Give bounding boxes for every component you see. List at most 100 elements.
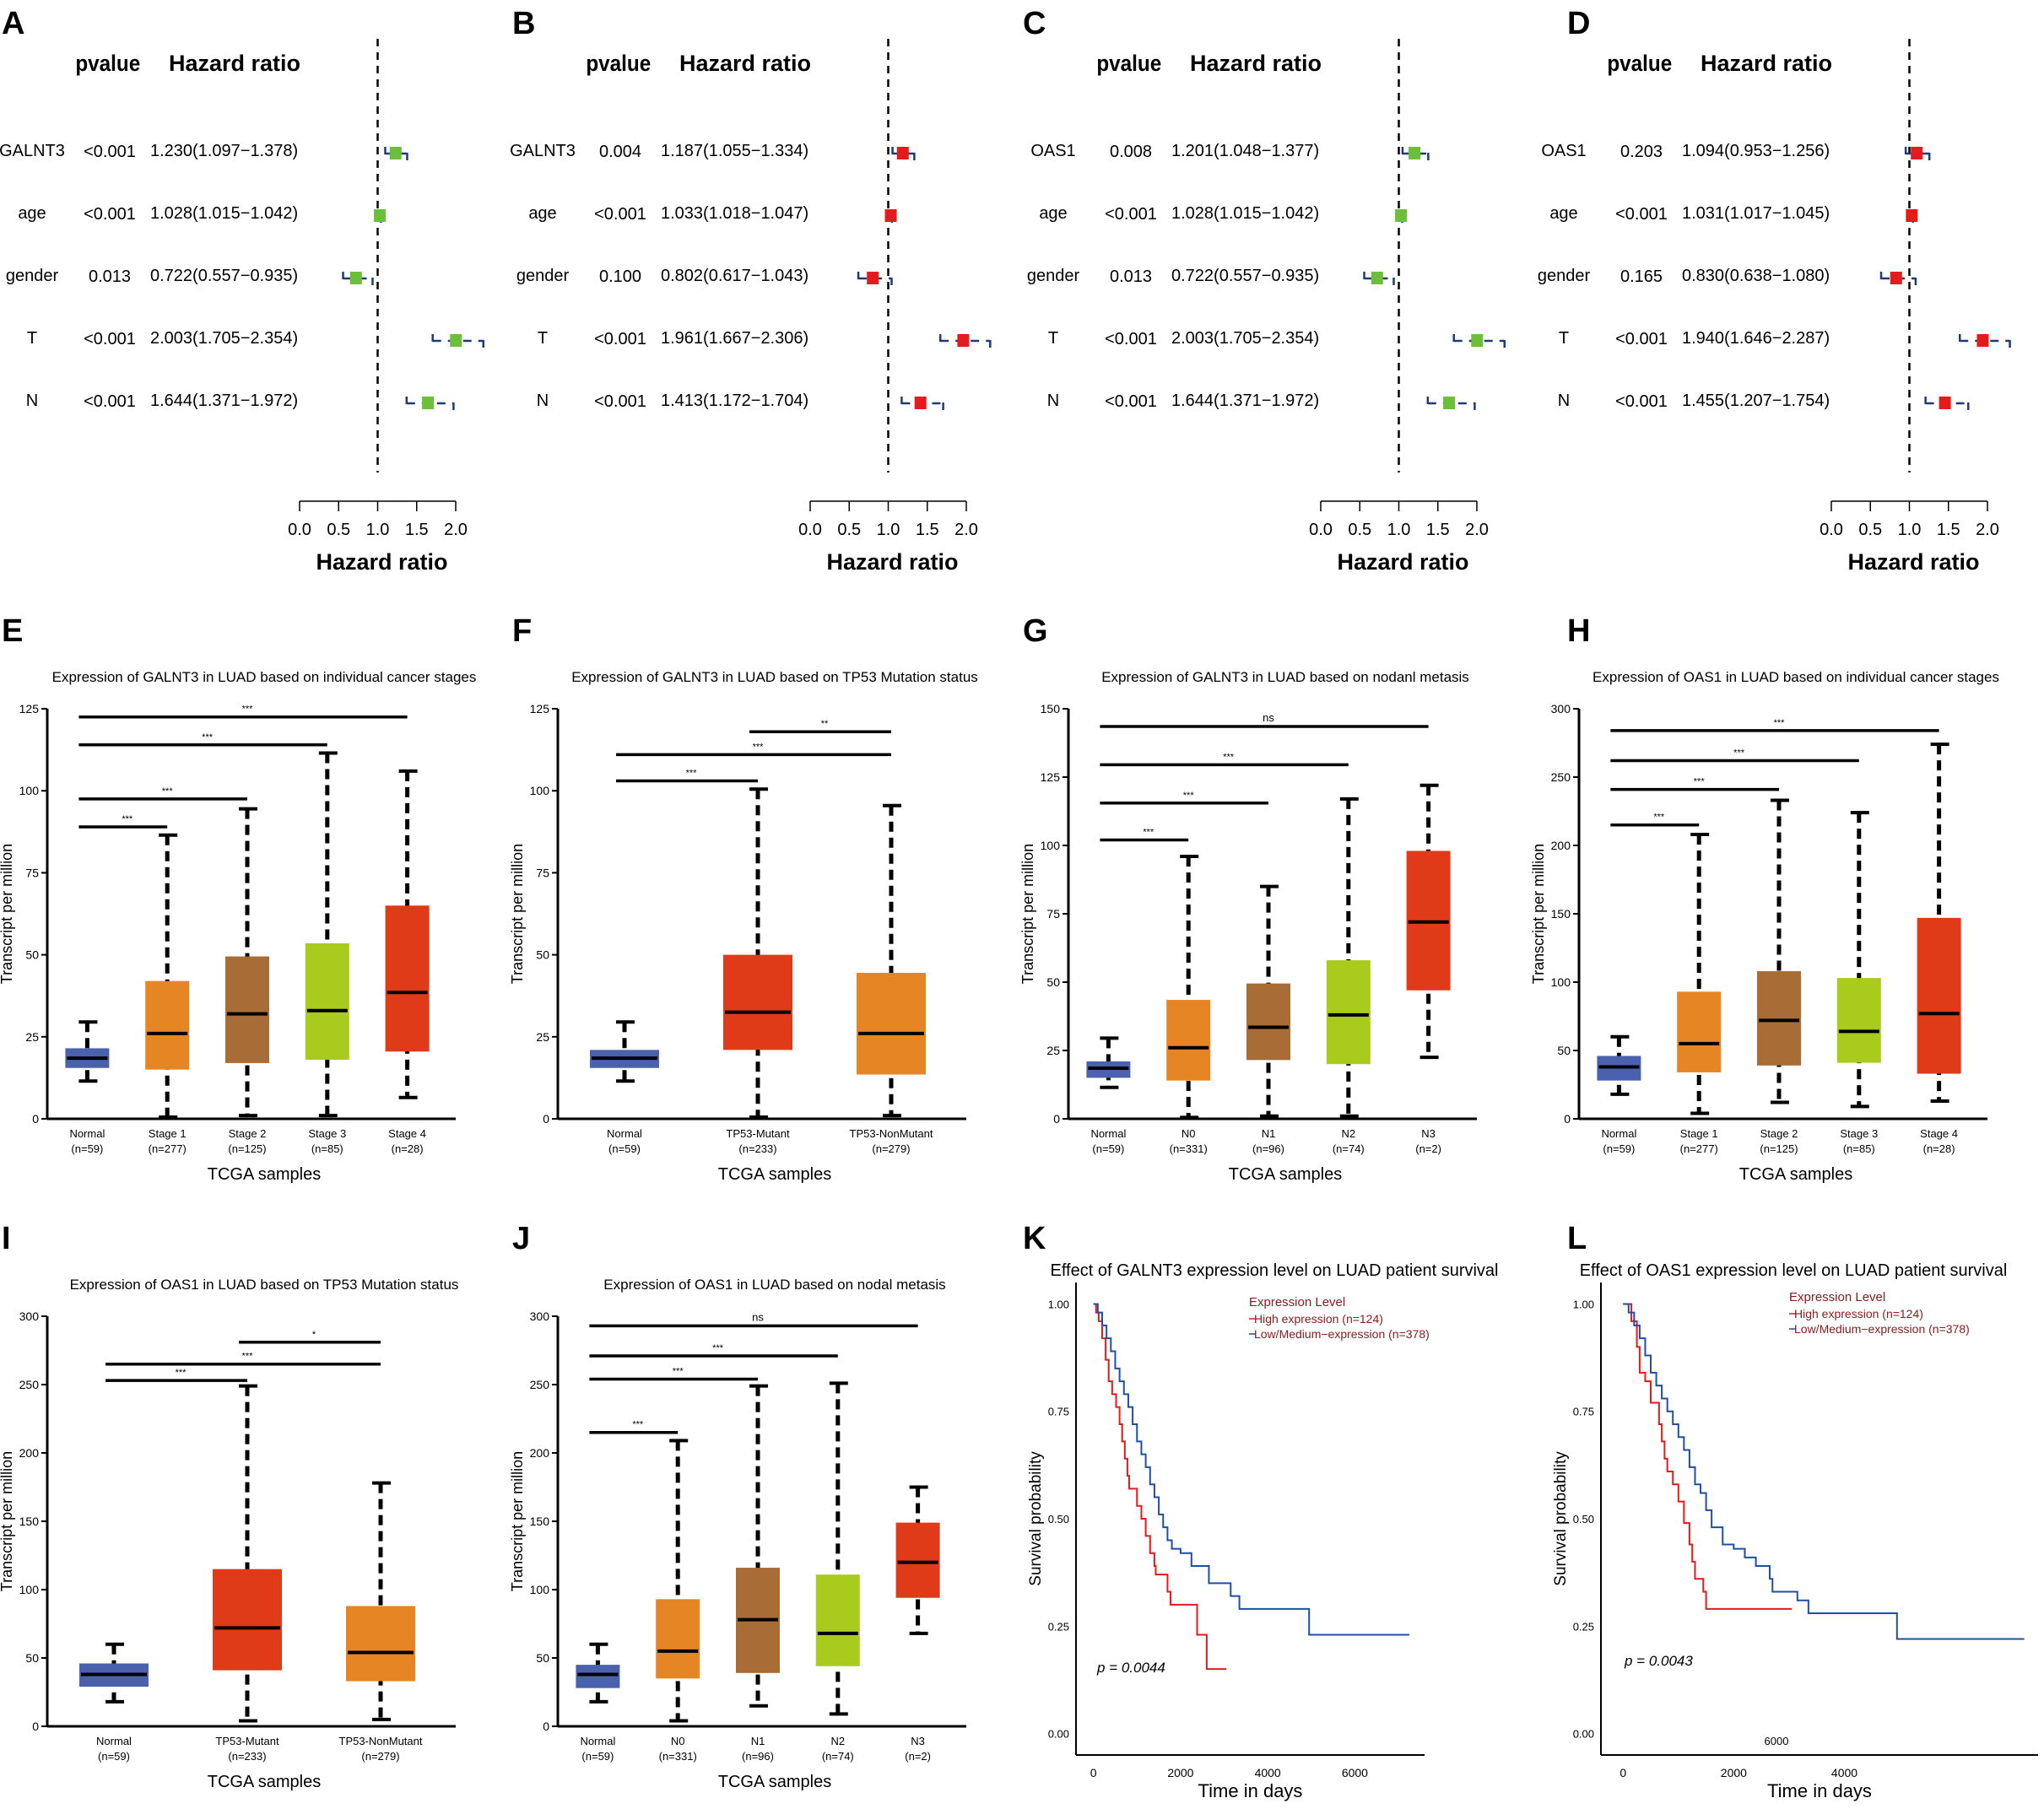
hazard-ratio-marker bbox=[1443, 397, 1456, 409]
y-tick-label: 100 bbox=[19, 784, 40, 797]
y-tick-label: 50 bbox=[536, 948, 549, 962]
panel-letter: F bbox=[512, 613, 532, 649]
panel-i: I Expression of OAS1 in LUAD based on TP5… bbox=[0, 1215, 511, 1805]
x-axis-title: TCGA samples bbox=[1229, 1165, 1342, 1184]
panel-letter: I bbox=[2, 1221, 11, 1256]
y-tick-label: 1.00 bbox=[1573, 1298, 1594, 1310]
significance-label: *** bbox=[202, 732, 214, 742]
x-tick-label: 1.0 bbox=[877, 521, 900, 539]
variable-label: GALNT3 bbox=[511, 142, 576, 160]
x-tick-label: 2.0 bbox=[954, 521, 978, 539]
legend-entry: High expression (n=124) bbox=[1794, 1307, 1923, 1320]
x-tick-label: N0 bbox=[1182, 1127, 1196, 1140]
group-count: (n=74) bbox=[822, 1750, 854, 1763]
variable-label: OAS1 bbox=[1541, 142, 1586, 160]
variable-label: age bbox=[528, 204, 556, 223]
x-axis-title: TCGA samples bbox=[1739, 1165, 1852, 1184]
x-tick-label: 0.5 bbox=[1858, 521, 1882, 539]
hazard-ratio-marker bbox=[389, 147, 402, 159]
box-stage-3 bbox=[305, 942, 349, 1061]
x-tick-label: Stage 2 bbox=[229, 1127, 267, 1140]
group-count: (n=28) bbox=[1923, 1142, 1955, 1155]
hazard-ratio-cell: 1.413(1.172−1.704) bbox=[661, 392, 808, 410]
panel-letter: B bbox=[512, 6, 535, 41]
hazard-ratio-marker bbox=[1976, 334, 1989, 347]
box-stage-4 bbox=[385, 905, 430, 1052]
box-n2 bbox=[815, 1574, 860, 1666]
group-count: (n=2) bbox=[905, 1750, 931, 1763]
box-stage-2 bbox=[225, 956, 269, 1063]
y-tick-label: 25 bbox=[536, 1030, 549, 1044]
chart-f: F Expression of GALNT3 in LUAD based on T… bbox=[509, 613, 978, 1184]
variable-label: T bbox=[27, 329, 37, 348]
y-tick-label: 50 bbox=[25, 948, 39, 962]
chart-j: J Expression of OAS1 in LUAD based on nod… bbox=[509, 1221, 966, 1791]
variable-label: T bbox=[1048, 329, 1058, 348]
chart-g: G Expression of GALNT3 in LUAD based on n… bbox=[1019, 613, 1477, 1184]
x-tick-label: TP53-NonMutant bbox=[850, 1127, 933, 1140]
survival-curve-low bbox=[1623, 1303, 2025, 1640]
hazard-ratio-cell: 0.722(0.557−0.935) bbox=[150, 267, 298, 285]
y-tick-label: 0.75 bbox=[1048, 1406, 1069, 1418]
pvalue-cell: <0.001 bbox=[84, 143, 136, 161]
variable-label: age bbox=[18, 204, 46, 223]
chart-title: Expression of OAS1 in LUAD based on indi… bbox=[1592, 669, 1999, 685]
hazard-ratio-marker bbox=[884, 209, 897, 222]
chart-title: Expression of GALNT3 in LUAD based on no… bbox=[1101, 669, 1469, 685]
hazard-ratio-cell: 1.455(1.207−1.754) bbox=[1682, 392, 1830, 410]
hazard-ratio-marker bbox=[867, 272, 879, 284]
x-tick-label: Normal bbox=[1090, 1127, 1126, 1140]
x-tick-label: Stage 1 bbox=[149, 1127, 187, 1140]
panel-f: F Expression of GALNT3 in LUAD based on T… bbox=[509, 608, 1021, 1215]
y-tick-label: 50 bbox=[1046, 975, 1060, 989]
significance-label: *** bbox=[1183, 791, 1195, 801]
y-tick-label: 0 bbox=[543, 1720, 549, 1733]
pvalue-cell: <0.001 bbox=[84, 392, 136, 411]
group-count: (n=59) bbox=[1092, 1142, 1124, 1155]
chart-title: Expression of OAS1 in LUAD based on TP53… bbox=[70, 1277, 459, 1293]
x-tick-label: 2.0 bbox=[1465, 521, 1489, 539]
y-tick-label: 0 bbox=[32, 1112, 39, 1126]
y-tick-label: 100 bbox=[19, 1583, 40, 1596]
hazard-ratio-cell: 1.028(1.015−1.042) bbox=[1171, 204, 1319, 223]
y-tick-label: 0 bbox=[32, 1720, 39, 1733]
pvalue-cell: 0.008 bbox=[1110, 143, 1152, 161]
hazard-ratio-marker bbox=[914, 397, 927, 409]
y-tick-label: 250 bbox=[19, 1378, 40, 1391]
panel-letter: K bbox=[1023, 1221, 1046, 1256]
x-tick-label: 1.0 bbox=[1387, 521, 1411, 539]
box-tp53-mutant bbox=[213, 1569, 282, 1671]
chart-title: Expression of GALNT3 in LUAD based on TP… bbox=[571, 669, 978, 685]
group-count: (n=96) bbox=[1252, 1142, 1284, 1155]
panel-h: H Expression of OAS1 in LUAD based on ind… bbox=[1530, 608, 2042, 1215]
panel-letter: J bbox=[512, 1221, 530, 1256]
x-tick-label: 2.0 bbox=[1976, 521, 1999, 539]
y-tick-label: 150 bbox=[19, 1515, 40, 1528]
x-tick-label: 0.0 bbox=[1820, 521, 1843, 539]
y-tick-label: 0 bbox=[543, 1112, 549, 1126]
variable-label: N bbox=[537, 392, 549, 410]
group-count: (n=125) bbox=[1760, 1142, 1798, 1155]
hazard-ratio-cell: 1.028(1.015−1.042) bbox=[150, 204, 298, 223]
significance-label: *** bbox=[122, 814, 133, 824]
hazard-ratio-cell: 0.802(0.617−1.043) bbox=[661, 267, 808, 285]
x-tick-label: 2000 bbox=[1721, 1766, 1747, 1779]
x-tick-label: Stage 2 bbox=[1760, 1127, 1798, 1140]
x-axis-title: Time in days bbox=[1198, 1780, 1303, 1801]
pvalue-cell: 0.100 bbox=[599, 267, 641, 286]
x-tick-label: N0 bbox=[671, 1735, 685, 1747]
y-tick-label: 0.00 bbox=[1048, 1728, 1069, 1741]
x-axis-title: Hazard ratio bbox=[1847, 549, 1979, 575]
group-count: (n=279) bbox=[361, 1750, 399, 1763]
box-stage-1 bbox=[1677, 991, 1722, 1072]
pvalue-cell: <0.001 bbox=[594, 392, 646, 411]
panel-letter: L bbox=[1567, 1221, 1587, 1256]
group-count: (n=96) bbox=[742, 1750, 774, 1763]
variable-label: T bbox=[538, 329, 548, 348]
pvalue-cell: <0.001 bbox=[1105, 392, 1157, 411]
significance-label: * bbox=[312, 1330, 316, 1340]
x-axis-title: TCGA samples bbox=[718, 1773, 831, 1791]
